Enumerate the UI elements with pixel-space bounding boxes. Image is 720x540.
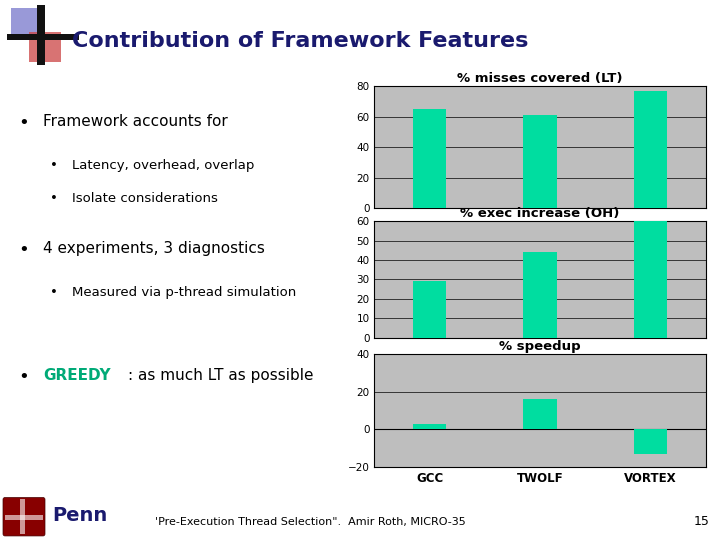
Bar: [20, 500, 25, 534]
Text: GREEDY: GREEDY: [43, 368, 111, 383]
Text: 15: 15: [694, 515, 710, 528]
Text: 'Pre-Execution Thread Selection".  Amir Roth, MICRO-35: 'Pre-Execution Thread Selection". Amir R…: [155, 517, 466, 527]
Bar: [413, 281, 446, 338]
Text: Latency, overhead, overlap: Latency, overhead, overlap: [72, 159, 254, 172]
Text: : as much LT as possible: : as much LT as possible: [128, 368, 313, 383]
Bar: [634, 429, 667, 454]
Text: Penn: Penn: [52, 506, 107, 525]
Text: •: •: [18, 114, 29, 132]
Bar: [413, 423, 446, 429]
Bar: [413, 109, 446, 208]
Bar: [634, 91, 667, 208]
Bar: [11, 8, 43, 38]
Bar: [5, 515, 43, 519]
Text: •: •: [50, 286, 58, 299]
Bar: [523, 399, 557, 429]
FancyBboxPatch shape: [3, 497, 45, 536]
Bar: [7, 34, 79, 40]
Text: •: •: [18, 368, 29, 386]
Text: •: •: [18, 241, 29, 259]
Title: % speedup: % speedup: [499, 340, 581, 353]
Bar: [29, 32, 61, 62]
Text: Framework accounts for: Framework accounts for: [43, 114, 228, 129]
Text: Isolate considerations: Isolate considerations: [72, 192, 218, 205]
Bar: [634, 221, 667, 338]
Title: % exec increase (OH): % exec increase (OH): [460, 207, 620, 220]
Text: Measured via p-thread simulation: Measured via p-thread simulation: [72, 286, 296, 299]
Bar: [523, 115, 557, 208]
Text: 4 experiments, 3 diagnostics: 4 experiments, 3 diagnostics: [43, 241, 265, 256]
Bar: [523, 252, 557, 338]
Title: % misses covered (LT): % misses covered (LT): [457, 72, 623, 85]
Bar: [37, 5, 45, 65]
Text: •: •: [50, 192, 58, 205]
Text: •: •: [50, 159, 58, 172]
Text: Contribution of Framework Features: Contribution of Framework Features: [72, 31, 528, 51]
